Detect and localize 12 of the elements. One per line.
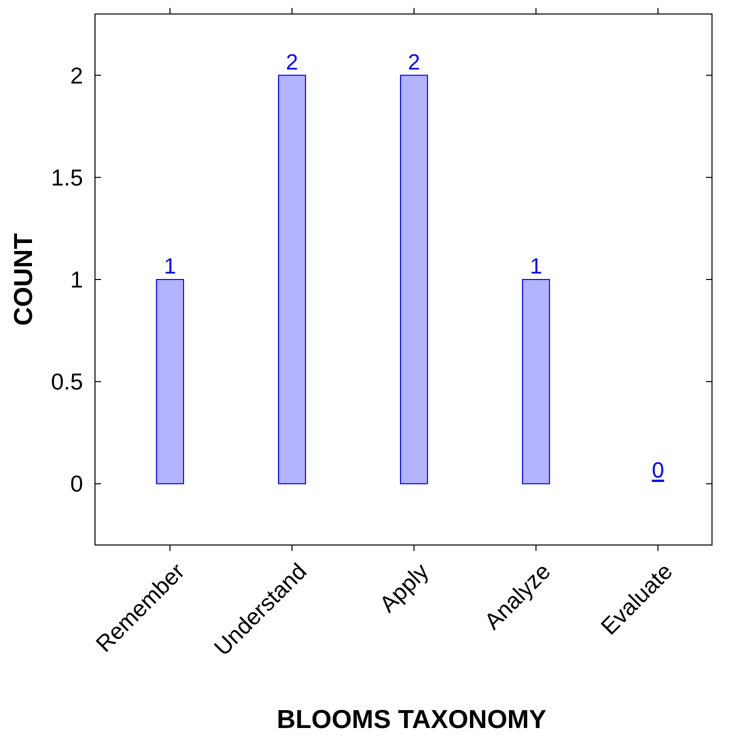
data-label: 1 [530, 254, 542, 278]
y-tick-label: 2 [70, 62, 83, 88]
x-axis-title: BLOOMS TAXONOMY [276, 704, 546, 734]
y-axis-title: COUNT [8, 233, 38, 326]
y-tick-label: 1.5 [51, 164, 83, 190]
data-label: 1 [164, 254, 176, 278]
y-tick-label: 1 [70, 266, 83, 292]
y-tick-label: 0 [70, 470, 83, 497]
data-label: 2 [286, 49, 298, 74]
data-label: 0 [652, 458, 664, 483]
data-label: 2 [408, 49, 420, 74]
y-tick-label: 0.5 [51, 368, 83, 395]
